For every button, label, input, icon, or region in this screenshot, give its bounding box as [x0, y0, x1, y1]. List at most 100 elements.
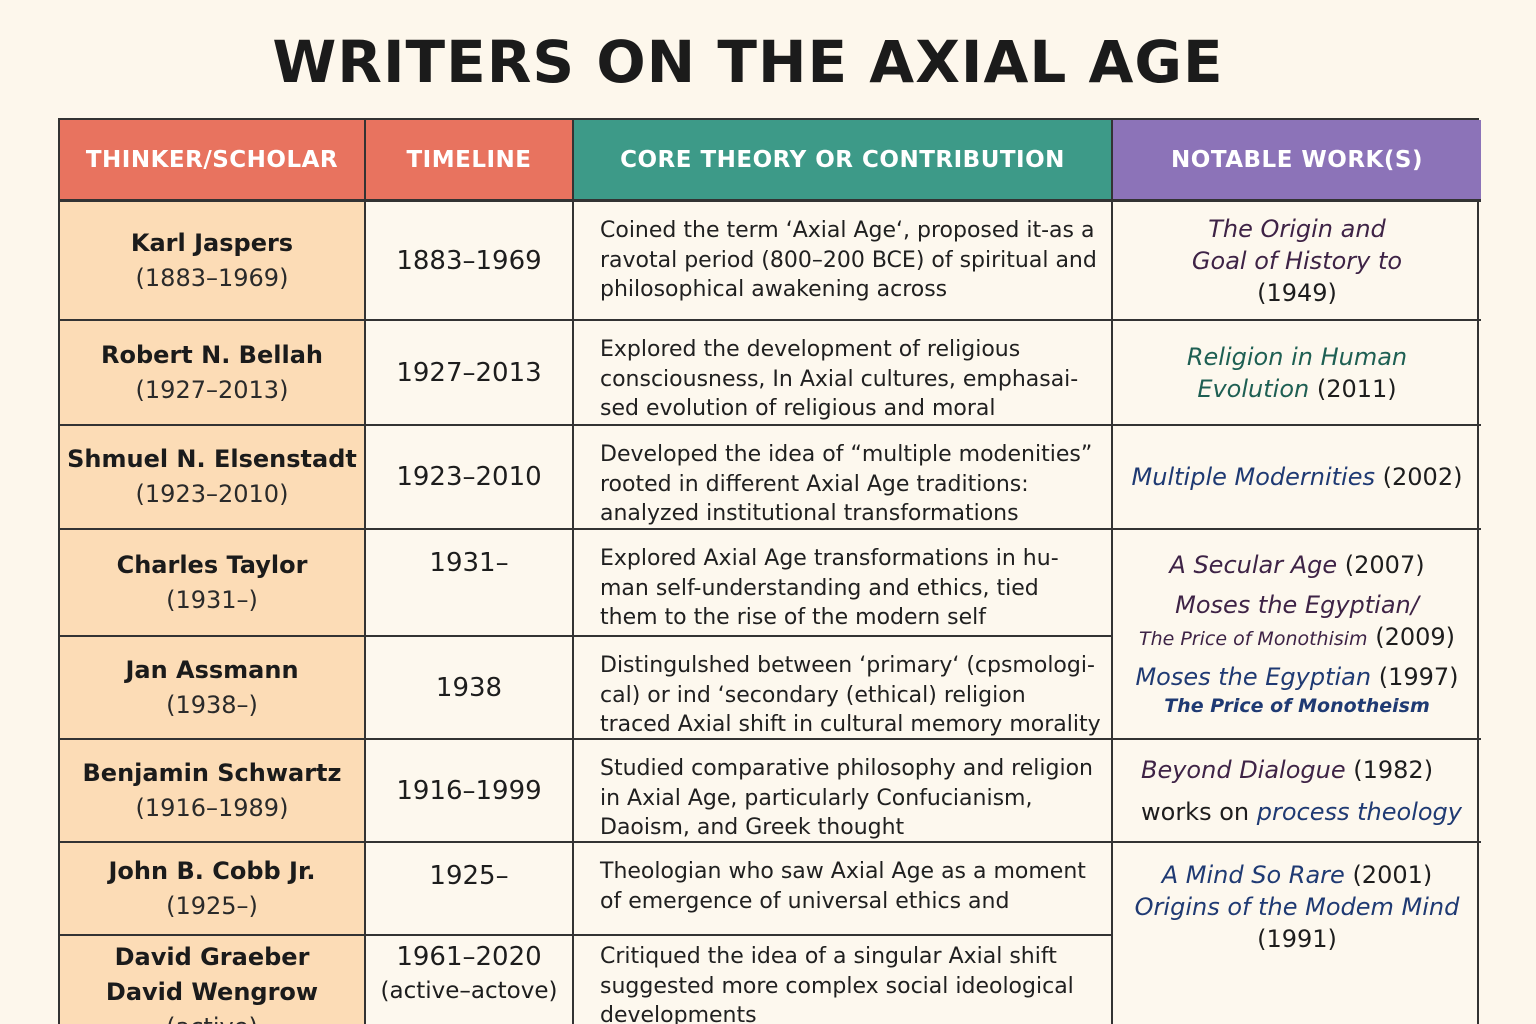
work-line: The Price of Monothisim (2009): [1139, 621, 1455, 653]
core-theory-cell: Distingulshed between ‘primary‘ (cpsmolo…: [574, 637, 1113, 740]
work-year: (2001): [1352, 861, 1433, 889]
work-line: Beyond Dialogue (1982): [1141, 754, 1433, 786]
thinker-cell: Benjamin Schwartz (1916–1989): [60, 740, 366, 843]
work-line: A Secular Age (2007): [1169, 549, 1424, 581]
core-theory-text: Explored Axial Age transformations in hu…: [600, 546, 1059, 630]
work-title: Moses the Egyptian/: [1175, 591, 1419, 619]
notable-work-cell: A Mind So Rare (2001) Origins of the Mod…: [1113, 843, 1481, 1024]
core-theory-cell: Explored the development of religious co…: [574, 321, 1113, 426]
work-title: Multiple Modernities: [1131, 463, 1375, 491]
core-theory-text: Critiqued the idea of a singular Axial s…: [600, 944, 1074, 1024]
work-title: The Price of Monothisim: [1138, 628, 1368, 650]
thinker-name: David Wengrow: [105, 978, 319, 1006]
core-theory-text: Explored the development of religious co…: [600, 337, 1079, 421]
notable-work-cell: The Origin and Goal of History to (1949): [1113, 202, 1481, 321]
work-line: Evolution (2011): [1197, 373, 1396, 405]
header-timeline: TIMELINE: [366, 120, 574, 202]
timeline-value: 1883–1969: [396, 245, 542, 276]
timeline-value: 1961–2020: [396, 942, 542, 972]
thinker-name: Robert N. Bellah: [101, 340, 323, 369]
header-core-theory: CORE THEORY OR CONTRIBUTION: [574, 120, 1113, 202]
timeline-value: 1923–2010: [396, 462, 542, 492]
core-theory-text: Studied comparative philosophy and relig…: [600, 756, 1093, 840]
timeline-cell: 1925–: [366, 843, 574, 936]
thinker-years: (1938–): [166, 690, 258, 719]
thinker-years: (active): [166, 1010, 258, 1024]
work-title: process theology: [1256, 797, 1462, 826]
thinker-cell: Charles Taylor (1931–): [60, 530, 366, 637]
work-line: works on process theology: [1141, 796, 1462, 828]
core-theory-text: Theologian who saw Axial Age as a moment…: [600, 859, 1086, 914]
work-year: (1991): [1257, 925, 1337, 953]
thinker-name: David Graeber: [114, 943, 310, 971]
core-theory-text: Distingulshed between ‘primary‘ (cpsmolo…: [600, 653, 1101, 737]
work-year: (2007): [1344, 551, 1425, 579]
core-theory-text: Developed the idea of “multiple modeniti…: [600, 442, 1093, 526]
work-prefix: works on: [1141, 797, 1250, 826]
work-title: Religion in Human: [1186, 342, 1408, 371]
notable-work-cell: Beyond Dialogue (1982) works on process …: [1113, 740, 1481, 843]
thinker-cell: Shmuel N. Elsenstadt (1923–2010): [60, 426, 366, 530]
work-year: (1949): [1257, 278, 1337, 307]
timeline-cell: 1927–2013: [366, 321, 574, 426]
thinker-name: Jan Assmann: [125, 655, 299, 684]
timeline-value: 1927–2013: [396, 357, 542, 388]
thinker-name: Shmuel N. Elsenstadt: [67, 445, 357, 473]
thinker-cell: David Graeber David Wengrow (active): [60, 936, 366, 1024]
timeline-cell: 1961–2020 (active–actove): [366, 936, 574, 1024]
core-theory-cell: Critiqued the idea of a singular Axial s…: [574, 936, 1113, 1024]
notable-work-cell: A Secular Age (2007) Moses the Egyptian/…: [1113, 530, 1481, 740]
thinker-cell: Jan Assmann (1938–): [60, 637, 366, 740]
thinker-cell: John B. Cobb Jr. (1925–): [60, 843, 366, 936]
work-title: A Mind So Rare: [1161, 861, 1345, 889]
core-theory-text: Coined the term ‘Axial Age‘, proposed it…: [600, 218, 1097, 302]
core-theory-cell: Developed the idea of “multiple modeniti…: [574, 426, 1113, 530]
work-title: The Price of Monotheism: [1164, 695, 1430, 717]
timeline-value: 1931–: [429, 548, 509, 578]
timeline-cell: 1938: [366, 637, 574, 740]
thinker-years: (1883–1969): [135, 263, 289, 292]
timeline-cell: 1923–2010: [366, 426, 574, 530]
notable-work-cell: Multiple Modernities (2002): [1113, 426, 1481, 530]
header-thinker: THINKER/SCHOLAR: [60, 120, 366, 202]
thinker-years: (1927–2013): [135, 375, 289, 404]
work-year: (1982): [1353, 755, 1434, 784]
notable-work-cell: Religion in Human Evolution (2011): [1113, 321, 1481, 426]
work-year: (1997): [1378, 663, 1459, 691]
thinker-years: (1925–): [166, 891, 258, 920]
thinker-name: Benjamin Schwartz: [82, 758, 342, 787]
work-line: Multiple Modernities (2002): [1132, 461, 1463, 493]
thinker-years: (1923–2010): [135, 480, 289, 508]
thinker-cell: Robert N. Bellah (1927–2013): [60, 321, 366, 426]
timeline-cell: 1883–1969: [366, 202, 574, 321]
timeline-cell: 1931–: [366, 530, 574, 637]
thinker-cell: Karl Jaspers (1883–1969): [60, 202, 366, 321]
work-year: (2009): [1375, 623, 1456, 651]
work-title: Beyond Dialogue: [1141, 755, 1346, 784]
work-title: The Origin and: [1208, 214, 1386, 243]
core-theory-cell: Explored Axial Age transformations in hu…: [574, 530, 1113, 637]
work-line: A Mind So Rare (2001): [1162, 859, 1433, 891]
core-theory-cell: Theologian who saw Axial Age as a moment…: [574, 843, 1113, 936]
timeline-value: 1916–1999: [396, 775, 542, 806]
timeline-cell: 1916–1999: [366, 740, 574, 843]
work-title: A Secular Age: [1169, 551, 1338, 579]
thinker-name: John B. Cobb Jr.: [108, 856, 316, 885]
work-line: Moses the Egyptian (1997): [1135, 661, 1458, 693]
thinker-name: Karl Jaspers: [130, 228, 294, 257]
thinker-name: Charles Taylor: [116, 550, 308, 579]
timeline-value: (active–actove): [380, 978, 558, 1004]
work-title: Goal of History to: [1191, 246, 1403, 275]
thinker-years: (1931–): [166, 585, 258, 614]
thinker-years: (1916–1989): [135, 793, 289, 822]
work-year: (2002): [1382, 463, 1463, 491]
timeline-value: 1925–: [429, 861, 509, 891]
timeline-value: 1938: [435, 672, 503, 703]
writers-table: THINKER/SCHOLAR TIMELINE CORE THEORY OR …: [58, 118, 1481, 1024]
work-year: (2011): [1316, 374, 1397, 403]
header-notable-works: NOTABLE WORK(S): [1113, 120, 1481, 202]
core-theory-cell: Studied comparative philosophy and relig…: [574, 740, 1113, 843]
page-title: WRITERS ON THE AXIAL AGE: [272, 28, 1224, 96]
work-title: Moses the Egyptian: [1135, 663, 1372, 691]
